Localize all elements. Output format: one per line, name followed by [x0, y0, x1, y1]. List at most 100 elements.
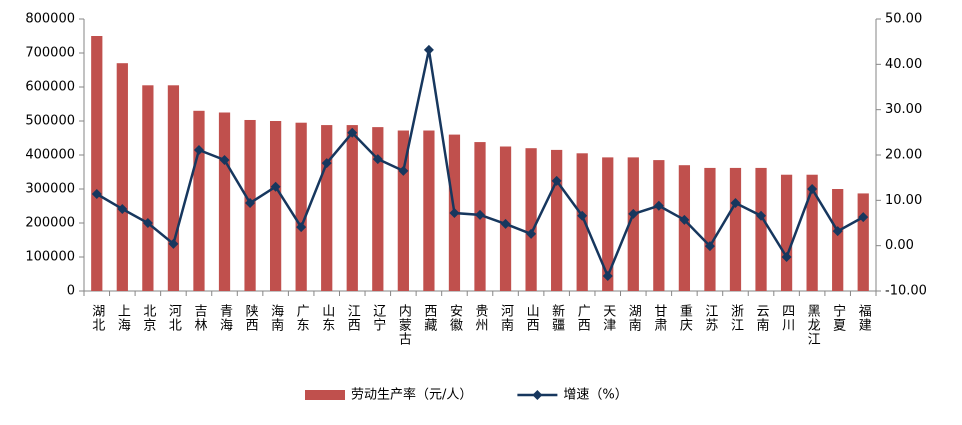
line-marker: [193, 145, 204, 156]
line-marker: [168, 238, 179, 249]
bar: [499, 146, 512, 291]
y2-tick-label: 40.00: [885, 57, 922, 72]
x-tick-label: 辽宁: [370, 304, 386, 332]
y-tick-label: 200000: [25, 216, 75, 231]
line-marker: [602, 271, 613, 282]
bar: [372, 127, 384, 292]
bar: [780, 174, 793, 291]
line-marker: [398, 165, 409, 176]
y-tick-label: 100000: [25, 250, 75, 265]
y-tick-label: 0: [67, 284, 75, 299]
bar: [551, 149, 563, 291]
bar: [295, 122, 307, 291]
line-marker: [321, 158, 332, 169]
line-marker: [347, 127, 358, 138]
bar: [602, 157, 614, 291]
bar: [755, 167, 767, 291]
bar: [167, 85, 180, 291]
x-tick-label: 海南: [268, 304, 284, 332]
y-tick-label: 800000: [25, 12, 75, 27]
x-tick-label: 河北: [166, 304, 182, 332]
x-tick-label: 青海: [217, 304, 233, 332]
bar: [729, 167, 742, 291]
legend-swatch: [305, 390, 345, 400]
x-tick-label: 云南: [754, 304, 770, 332]
line-marker: [449, 208, 460, 219]
bar: [832, 189, 844, 291]
bar: [653, 160, 665, 291]
line-marker: [296, 222, 307, 233]
line-marker: [577, 210, 588, 221]
bar: [218, 112, 231, 291]
x-tick-label: 吉林: [191, 304, 207, 332]
x-tick-label: 浙江: [728, 304, 744, 332]
legend-label: 劳动生产率（元/人）: [351, 387, 472, 403]
line-marker: [475, 209, 485, 220]
bar: [423, 130, 435, 291]
line-marker: [679, 214, 690, 225]
x-tick-label: 陕西: [243, 304, 259, 332]
x-tick-label: 新疆: [549, 303, 565, 332]
line-marker: [628, 208, 639, 219]
bar: [576, 153, 588, 291]
y-tick-label: 500000: [25, 114, 75, 129]
x-tick-label: 上海: [115, 304, 130, 332]
line-marker: [704, 241, 715, 252]
y2-tick-label: 50.00: [885, 12, 922, 27]
line-marker: [142, 218, 153, 228]
bar: [193, 110, 205, 291]
x-tick-label: 安徽: [447, 304, 463, 332]
bar: [116, 63, 128, 292]
line-marker: [858, 212, 869, 223]
x-tick-label: 河南: [498, 304, 514, 332]
y2-tick-label: 10.00: [885, 193, 922, 208]
bar: [397, 130, 409, 291]
line-marker: [807, 184, 818, 194]
x-tick-label: 黑龙江: [805, 304, 821, 346]
x-tick-label: 甘肃: [651, 304, 667, 332]
y2-tick-label: 30.00: [885, 102, 922, 117]
bar: [321, 125, 333, 291]
line-marker: [551, 175, 562, 186]
line-marker: [423, 44, 434, 55]
line-marker: [219, 154, 230, 165]
y2-tick-label: 0.00: [885, 238, 914, 253]
x-tick-label: 广东: [294, 304, 310, 332]
x-tick-label: 四川: [779, 304, 795, 332]
bar: [269, 121, 282, 291]
x-tick-label: 北京: [140, 304, 156, 332]
legend-marker: [532, 390, 543, 400]
bar: [346, 125, 358, 291]
x-tick-label: 山西: [524, 304, 540, 332]
x-tick-label: 湖南: [626, 304, 642, 332]
bar: [806, 174, 818, 291]
line-marker: [781, 252, 792, 262]
line-marker: [730, 198, 741, 209]
legend-label: 增速（%）: [563, 388, 627, 403]
x-tick-label: 广西: [575, 304, 591, 332]
x-tick-label: 江苏: [702, 304, 718, 332]
line-marker: [500, 218, 511, 229]
bar: [142, 85, 154, 291]
y-tick-label: 600000: [25, 80, 75, 95]
line-marker: [270, 181, 281, 192]
x-tick-label: 湖北: [89, 304, 105, 332]
line-marker: [832, 226, 843, 237]
line-marker: [756, 210, 767, 221]
line-marker: [526, 228, 537, 239]
x-tick-label: 天津: [600, 304, 616, 332]
x-tick-label: 西藏: [421, 304, 437, 332]
x-tick-label: 内蒙古: [396, 303, 412, 346]
x-tick-label: 宁夏: [830, 303, 846, 332]
line-marker: [372, 154, 383, 165]
line-marker: [117, 203, 128, 214]
y-tick-label: 400000: [25, 148, 75, 163]
y-tick-label: 700000: [25, 46, 75, 61]
x-tick-label: 重庆: [677, 303, 693, 332]
y2-tick-label: -10.00: [885, 284, 927, 299]
x-tick-label: 贵州: [473, 304, 489, 332]
line-marker: [653, 200, 664, 211]
bar: [857, 193, 869, 291]
x-tick-label: 山东: [319, 304, 335, 332]
